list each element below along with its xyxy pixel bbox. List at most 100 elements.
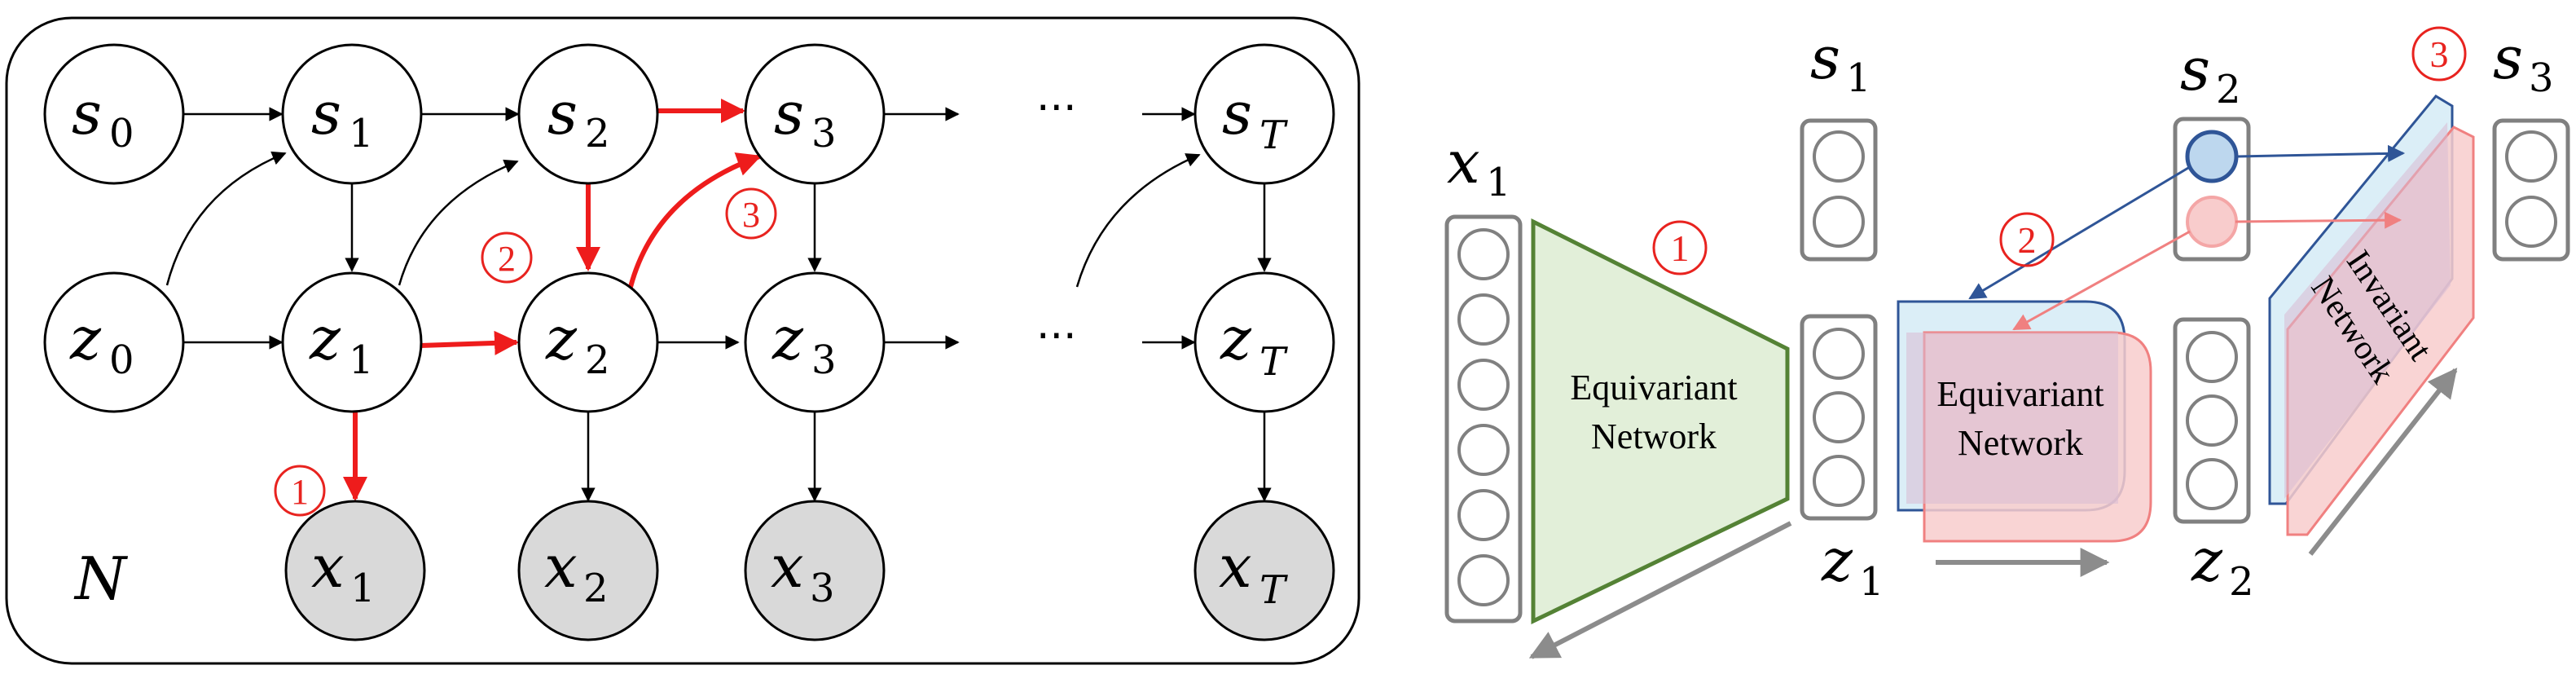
pink-arrow-s2-to-inv: [2235, 211, 2402, 229]
svg-text:z: z: [2191, 526, 2223, 594]
svg-text:3: 3: [742, 195, 760, 235]
svg-text:z: z: [1821, 526, 1853, 594]
svg-text:1: 1: [1846, 55, 1871, 101]
vector-s3: [2492, 118, 2570, 262]
vector-s2: [2173, 117, 2251, 262]
node-x1: x 1: [284, 500, 426, 641]
svg-text:s: s: [547, 79, 578, 148]
svg-text:x: x: [544, 532, 578, 601]
red-edge-z2-s3-curve: [626, 152, 762, 294]
svg-text:Equivariant: Equivariant: [1936, 374, 2103, 414]
svg-text:s: s: [72, 79, 102, 148]
node-z1: z 1: [281, 271, 423, 413]
edge-to-sT-curve: [1075, 153, 1201, 288]
step-marker-1-right: 1: [1652, 220, 1708, 275]
node-s3: s 3: [744, 43, 886, 185]
svg-text:T: T: [1259, 112, 1288, 158]
svg-text:1: 1: [291, 472, 309, 512]
step-marker-3-left: 3: [725, 187, 777, 240]
svg-text:1: 1: [1859, 559, 1884, 605]
svg-text:x: x: [1219, 532, 1252, 601]
node-sT: s T: [1193, 43, 1335, 185]
svg-text:x: x: [311, 532, 345, 601]
svg-text:z: z: [69, 304, 102, 372]
label-z2: z 2: [2191, 526, 2254, 605]
node-zT: z T: [1193, 271, 1335, 413]
svg-text:Network: Network: [1958, 423, 2083, 463]
node-z2: z 2: [517, 271, 659, 413]
node-x3: x 3: [744, 500, 886, 641]
node-s2: s 2: [517, 43, 659, 185]
svg-text:2: 2: [2216, 67, 2241, 112]
svg-text:T: T: [1259, 567, 1288, 613]
node-z0: z 0: [43, 271, 185, 413]
svg-text:2: 2: [585, 111, 610, 156]
svg-text:s: s: [311, 79, 341, 148]
svg-text:z: z: [771, 304, 804, 372]
svg-text:s: s: [1810, 24, 1840, 92]
svg-text:s: s: [1222, 79, 1252, 148]
invariant-network: Invariant Network: [2268, 95, 2475, 536]
step-marker-1-left: 1: [274, 465, 326, 517]
vector-s1: [1800, 118, 1878, 262]
svg-text:Network: Network: [1591, 416, 1717, 456]
svg-text:x: x: [1447, 128, 1480, 196]
vector-z1: [1800, 314, 1878, 521]
svg-text:3: 3: [810, 566, 835, 611]
svg-text:2: 2: [2229, 559, 2254, 605]
node-s0: s 0: [43, 43, 185, 185]
step-marker-3-right: 3: [2411, 26, 2467, 82]
equivariant-network-2: Equivariant Network: [1897, 300, 2152, 543]
node-x2: x 2: [517, 500, 659, 641]
svg-text:3: 3: [2529, 55, 2554, 101]
svg-text:T: T: [1259, 339, 1288, 385]
ellipsis-top: ···: [1036, 84, 1077, 133]
svg-text:3: 3: [811, 111, 837, 156]
edge-z1-s2-curve: [398, 159, 519, 286]
input-vector-x1: [1444, 214, 1523, 624]
svg-text:s: s: [774, 79, 804, 148]
svg-text:3: 3: [811, 337, 837, 383]
svg-text:z: z: [309, 304, 341, 372]
node-xT: x T: [1193, 500, 1335, 641]
red-edges: [343, 99, 762, 501]
svg-text:0: 0: [109, 337, 134, 383]
blue-arrow-s2-to-inv: [2236, 144, 2406, 162]
svg-text:2: 2: [583, 566, 609, 611]
svg-text:0: 0: [109, 111, 134, 156]
svg-text:1: 1: [349, 337, 374, 383]
label-s2: s 2: [2180, 35, 2241, 112]
svg-text:2: 2: [2018, 219, 2037, 261]
svg-text:s: s: [2180, 35, 2210, 104]
svg-text:2: 2: [585, 337, 610, 383]
edges: [165, 107, 1272, 502]
blue-arrow-s2-to-eq: [1968, 166, 2189, 300]
svg-text:z: z: [545, 304, 578, 372]
label-s1: s 1: [1810, 24, 1871, 101]
label-s3: s 3: [2493, 24, 2554, 101]
vector-z2: [2173, 317, 2251, 524]
svg-text:x: x: [771, 532, 804, 601]
svg-text:1: 1: [350, 566, 376, 611]
svg-text:s: s: [2493, 24, 2523, 92]
svg-text:1: 1: [349, 111, 374, 156]
gray-arrow-back: [1528, 521, 1792, 659]
equivariant-network-1: Equivariant Network: [1531, 218, 1790, 624]
graphical-model: N: [5, 16, 1361, 665]
step-marker-2-right: 2: [1999, 212, 2055, 267]
plate: [5, 16, 1361, 665]
plate-label: N: [73, 544, 129, 613]
svg-text:2: 2: [498, 239, 516, 279]
svg-text:z: z: [1220, 304, 1252, 372]
svg-text:1: 1: [1671, 227, 1690, 269]
pink-arrow-s2-to-eq: [2012, 230, 2191, 331]
node-z3: z 3: [744, 271, 886, 413]
gray-arrow-diagonal: [2308, 368, 2458, 556]
svg-text:Equivariant: Equivariant: [1570, 368, 1737, 408]
red-edge-z1-z2: [420, 330, 519, 355]
edge-z0-s1-curve: [165, 151, 287, 286]
step-marker-2-left: 2: [481, 231, 533, 284]
label-z1: z 1: [1821, 526, 1884, 605]
label-x1: x 1: [1447, 128, 1511, 205]
